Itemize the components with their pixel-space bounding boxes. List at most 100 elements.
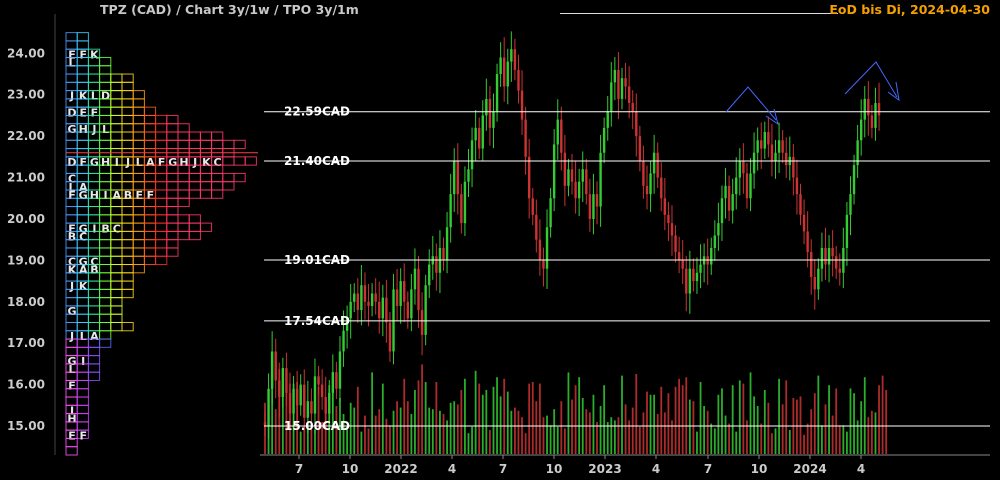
volume-bar — [671, 420, 673, 454]
candle-body — [635, 111, 638, 137]
tpo-cell — [132, 206, 145, 216]
candle-body — [713, 235, 717, 248]
volume-bar — [464, 378, 466, 454]
tpo-cell — [143, 247, 157, 257]
tpo-cell — [99, 139, 112, 150]
x-tick-label: 2023 — [588, 462, 621, 476]
candle-body — [474, 127, 477, 141]
volume-bar — [456, 404, 459, 454]
candle-body — [556, 119, 559, 145]
candle-body — [724, 185, 727, 199]
volume-bar — [435, 382, 438, 454]
candle-body — [792, 156, 795, 178]
volume-bar — [760, 423, 763, 454]
tpo-cell — [76, 73, 89, 83]
tpo-cell — [87, 371, 101, 381]
candle-body — [527, 156, 531, 199]
candle-body — [849, 194, 852, 215]
tpo-cell — [199, 131, 213, 141]
tpo-cell — [110, 172, 123, 183]
candle-body — [717, 223, 720, 236]
volume-bar — [653, 394, 656, 454]
volume-bar — [489, 430, 491, 454]
candle-body — [595, 194, 599, 207]
candle-body — [820, 247, 824, 269]
tpo-cell — [177, 214, 190, 224]
volume-bar — [635, 374, 638, 454]
tpo-cell — [110, 321, 123, 332]
tpo-cell — [99, 264, 112, 274]
volume-bar — [449, 402, 452, 454]
candle-body — [442, 247, 445, 261]
tpo-cell — [99, 56, 112, 67]
x-tick-label: 10 — [546, 462, 563, 476]
volume-bar — [499, 396, 502, 454]
tpo-cell — [143, 239, 157, 249]
candle-body — [531, 198, 534, 215]
candle-body — [731, 194, 734, 211]
volume-bar — [631, 407, 634, 454]
volume-bar — [871, 410, 873, 454]
tpo-letter: C — [68, 255, 76, 268]
volume-bar — [746, 420, 748, 454]
volume-bar — [310, 430, 313, 454]
candle-body — [667, 214, 670, 224]
tpo-cell — [76, 371, 89, 381]
tpo-cell — [87, 239, 101, 249]
candle-body — [488, 98, 492, 128]
tpo-cell — [110, 288, 123, 299]
level-label: 21.40CAD — [284, 154, 350, 168]
tpo-cell — [76, 65, 89, 75]
tpo-cell — [166, 197, 179, 208]
tpo-letter: F — [158, 156, 166, 169]
volume-bar — [588, 412, 591, 454]
candle-body — [656, 152, 659, 178]
candle-body — [510, 49, 513, 62]
candle-body — [735, 177, 738, 195]
volume-bar — [767, 402, 770, 454]
candle-body — [859, 119, 863, 141]
volume-bar — [753, 396, 755, 454]
candle-body — [467, 169, 470, 182]
tpo-cell — [155, 172, 168, 183]
candle-body — [745, 173, 749, 199]
tpo-cell — [110, 106, 123, 116]
tpo-cell — [132, 264, 145, 274]
tpo-cell — [76, 32, 89, 42]
candle-body — [710, 247, 713, 265]
volume-bar — [624, 404, 627, 454]
candle-body — [770, 144, 774, 161]
volume-bar — [663, 412, 666, 454]
tpo-cell — [76, 305, 89, 315]
candle-body — [360, 285, 363, 311]
volume-bar — [817, 375, 820, 454]
tpo-cell — [166, 206, 179, 216]
candle-body — [685, 268, 688, 294]
tpo-cell — [132, 90, 145, 100]
tpo-cell — [177, 222, 190, 232]
candle-body — [478, 127, 481, 149]
volume-bar — [485, 390, 488, 454]
tpo-cell — [166, 189, 179, 199]
level-label: 15.00CAD — [284, 419, 350, 433]
candle-body — [552, 144, 556, 199]
volume-bar — [828, 385, 830, 454]
tpo-cell — [110, 139, 123, 150]
candle-body — [756, 140, 759, 153]
tpo-cell — [132, 239, 145, 249]
tpo-letter: C — [90, 255, 98, 268]
candle-body — [599, 152, 602, 207]
volume-bar — [835, 388, 838, 454]
volume-bar — [299, 431, 302, 454]
tpo-cell — [143, 230, 157, 241]
tpo-cell — [76, 206, 89, 216]
volume-bar — [324, 404, 327, 454]
tpo-cell — [132, 172, 145, 183]
tpo-cell — [110, 206, 123, 216]
candle-body — [285, 368, 288, 393]
candle-body — [324, 397, 327, 414]
candle-body — [581, 169, 584, 182]
tpo-letter: F — [79, 48, 87, 61]
volume-bar — [521, 417, 523, 454]
volume-bar — [731, 385, 734, 454]
